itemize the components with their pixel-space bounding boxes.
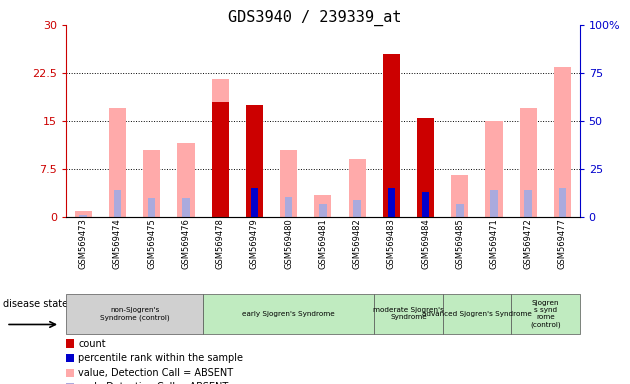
Text: advanced Sjogren's Syndrome: advanced Sjogren's Syndrome [422, 311, 532, 317]
Text: early Sjogren's Syndrome: early Sjogren's Syndrome [243, 311, 335, 317]
Bar [422, 192, 429, 217]
Bar [383, 54, 400, 217]
Bar [387, 188, 395, 217]
Bar [79, 215, 87, 217]
Bar [417, 118, 434, 217]
Bar [75, 210, 92, 217]
Bar [456, 204, 464, 217]
Text: moderate Sjogren's
Syndrome: moderate Sjogren's Syndrome [373, 308, 444, 320]
Bar [109, 108, 126, 217]
Text: value, Detection Call = ABSENT: value, Detection Call = ABSENT [78, 368, 233, 378]
Bar [280, 150, 297, 217]
Bar [182, 198, 190, 217]
Bar [212, 102, 229, 217]
Bar [348, 159, 365, 217]
Bar [554, 66, 571, 217]
Bar [486, 121, 503, 217]
Bar [353, 200, 361, 217]
Bar [490, 190, 498, 217]
Bar [212, 79, 229, 217]
Bar [559, 188, 566, 217]
Bar [246, 105, 263, 217]
Text: count: count [78, 339, 106, 349]
Bar [520, 108, 537, 217]
Bar [319, 205, 326, 217]
Bar [251, 188, 258, 217]
Bar [114, 190, 121, 217]
Text: percentile rank within the sample: percentile rank within the sample [78, 353, 243, 363]
Bar [314, 195, 331, 217]
Text: GDS3940 / 239339_at: GDS3940 / 239339_at [228, 10, 402, 26]
Bar [285, 197, 292, 217]
Text: non-Sjogren's
Syndrome (control): non-Sjogren's Syndrome (control) [100, 307, 169, 321]
Text: disease state: disease state [3, 299, 68, 309]
Bar [148, 198, 156, 217]
Bar [525, 190, 532, 217]
Text: Sjogren
s synd
rome
(control): Sjogren s synd rome (control) [530, 300, 561, 328]
Bar [451, 175, 468, 217]
Bar [143, 150, 160, 217]
Bar [178, 143, 195, 217]
Text: rank, Detection Call = ABSENT: rank, Detection Call = ABSENT [78, 382, 228, 384]
